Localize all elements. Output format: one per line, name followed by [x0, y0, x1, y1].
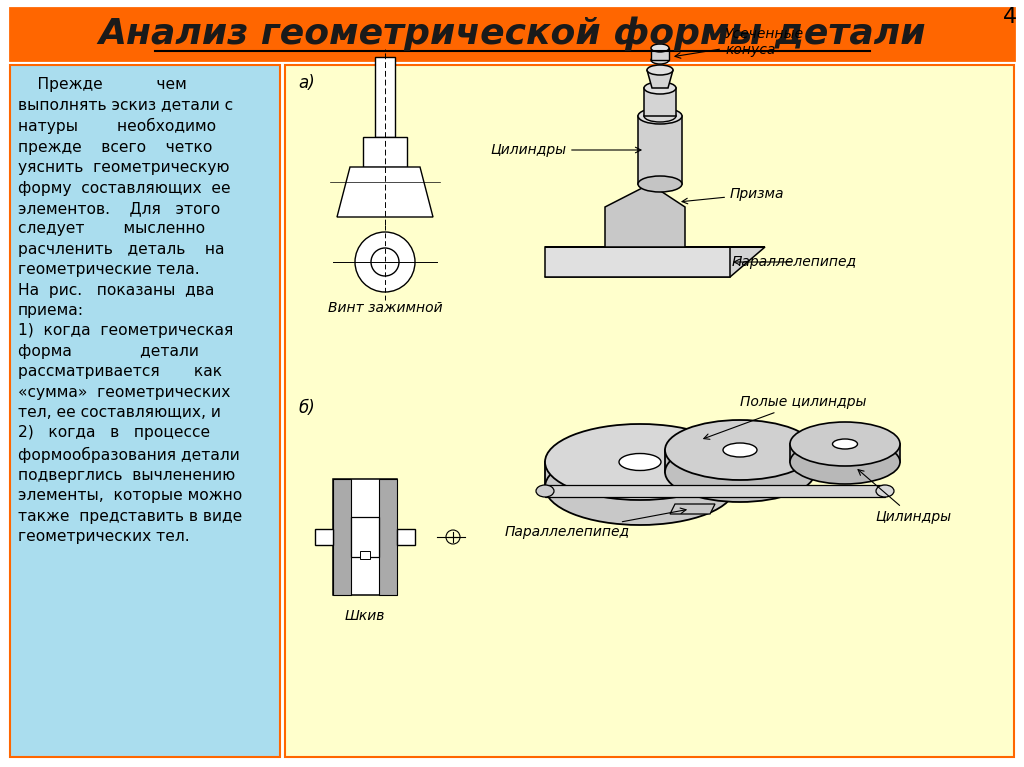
Ellipse shape: [647, 65, 673, 75]
Bar: [790, 444, 900, 462]
Ellipse shape: [651, 44, 669, 52]
Text: Параллелепипед: Параллелепипед: [732, 255, 857, 269]
Bar: [360, 551, 370, 559]
Circle shape: [371, 248, 399, 276]
Ellipse shape: [665, 442, 815, 502]
Polygon shape: [670, 504, 715, 514]
Bar: [10, 8, 1014, 60]
Text: Цилиндры: Цилиндры: [490, 143, 641, 157]
Ellipse shape: [790, 440, 900, 484]
Ellipse shape: [545, 449, 735, 525]
Bar: [644, 88, 676, 116]
Ellipse shape: [665, 420, 815, 480]
Bar: [315, 529, 333, 545]
Ellipse shape: [790, 422, 900, 466]
Ellipse shape: [644, 110, 676, 122]
Ellipse shape: [723, 443, 757, 457]
Ellipse shape: [618, 453, 662, 470]
Bar: [545, 485, 885, 497]
Bar: [397, 529, 415, 545]
Bar: [638, 116, 682, 184]
Text: б): б): [298, 399, 314, 417]
Polygon shape: [545, 247, 765, 277]
Text: Прежде           чем
выполнять эскиз детали с
натуры        необходимо
прежде   : Прежде чем выполнять эскиз детали с нату…: [18, 77, 243, 544]
Bar: [10, 65, 280, 757]
Text: Шкив: Шкив: [345, 609, 385, 623]
Text: Призма: Призма: [682, 187, 784, 204]
Bar: [285, 65, 1014, 757]
Text: 4: 4: [1002, 7, 1017, 27]
Ellipse shape: [545, 424, 735, 500]
Text: а): а): [298, 74, 314, 92]
Text: Цилиндры: Цилиндры: [858, 469, 951, 524]
Ellipse shape: [536, 485, 554, 497]
Ellipse shape: [644, 82, 676, 94]
Bar: [362, 137, 407, 167]
Text: Параллелепипед: Параллелепипед: [505, 508, 686, 539]
Ellipse shape: [833, 439, 857, 449]
Text: Анализ геометрической формы детали: Анализ геометрической формы детали: [98, 17, 926, 51]
Bar: [333, 479, 397, 595]
Polygon shape: [545, 247, 730, 277]
Bar: [379, 479, 397, 595]
Bar: [545, 462, 735, 487]
Polygon shape: [647, 70, 673, 88]
Bar: [375, 57, 395, 137]
Circle shape: [355, 232, 415, 292]
Bar: [351, 517, 379, 557]
Bar: [665, 450, 815, 472]
Polygon shape: [605, 184, 685, 247]
Polygon shape: [337, 167, 433, 217]
Bar: [333, 479, 351, 595]
Ellipse shape: [638, 108, 682, 124]
Text: Усеченные
конуса: Усеченные конуса: [675, 27, 804, 58]
Text: Винт зажимной: Винт зажимной: [328, 301, 442, 315]
Bar: [651, 48, 669, 60]
Ellipse shape: [638, 176, 682, 192]
Ellipse shape: [651, 56, 669, 64]
Ellipse shape: [876, 485, 894, 497]
Text: Полые цилиндры: Полые цилиндры: [703, 395, 866, 439]
